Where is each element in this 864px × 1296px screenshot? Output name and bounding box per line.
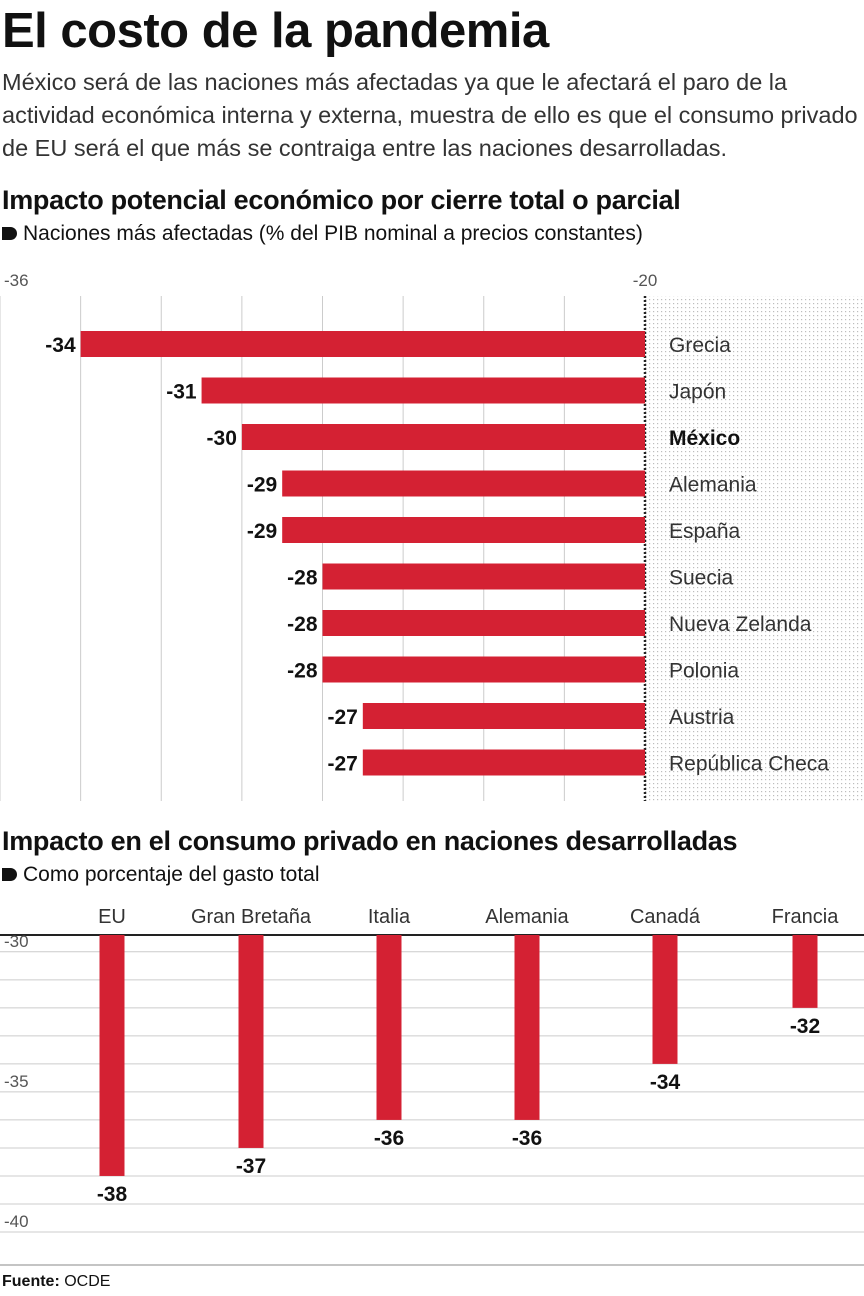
bar	[282, 470, 645, 497]
chart2-vertical-bar: -30 -35 -40 EU -38 Gran Bretaña -37 Italia -36 Al…	[0, 906, 864, 1266]
data-label: -34	[45, 334, 76, 357]
bar	[792, 935, 818, 1008]
category-label: Alemania	[669, 474, 757, 497]
source-value: OCDE	[64, 1273, 111, 1290]
bar	[362, 703, 645, 729]
bar	[241, 424, 645, 450]
category-label: Nueva Zelanda	[669, 613, 812, 636]
bullet-icon	[2, 868, 17, 881]
data-label: -28	[287, 613, 318, 636]
category-label: Alemania	[485, 906, 569, 928]
data-label: -28	[287, 660, 318, 683]
data-label: -31	[166, 381, 197, 404]
category-label: Suecia	[669, 567, 734, 590]
y-tick-label: -40	[4, 1212, 29, 1231]
bar	[376, 935, 402, 1120]
bar	[238, 935, 264, 1148]
data-label: -30	[207, 427, 237, 450]
data-label: -36	[374, 1127, 404, 1150]
category-label: Austria	[669, 706, 735, 729]
source-label: Fuente:	[2, 1273, 60, 1290]
bullet-icon	[2, 227, 17, 240]
chart2-title: Impacto en el consumo privado en nacione…	[2, 826, 738, 856]
chart1-horizontal-bar: -36 -20 -34 Grecia -31 Japón -30 México -29 Alema…	[0, 271, 864, 801]
bar	[652, 935, 678, 1064]
chart1-subtitle: Naciones más afectadas (% del PIB nomina…	[2, 222, 643, 246]
category-label: Francia	[772, 906, 840, 928]
category-label: Italia	[368, 906, 411, 928]
bar	[80, 331, 645, 357]
bar	[322, 656, 645, 683]
data-label: -27	[327, 706, 357, 729]
data-label: -32	[790, 1015, 820, 1038]
data-label: -29	[247, 474, 277, 497]
data-label: -37	[236, 1155, 266, 1178]
data-label: -34	[650, 1071, 681, 1094]
bar	[322, 563, 645, 590]
bar	[362, 749, 645, 776]
data-label: -36	[512, 1127, 542, 1150]
page-subtitle: México será de las naciones más afectada…	[2, 69, 858, 161]
category-label: España	[669, 520, 741, 543]
x-tick-label: -36	[4, 271, 29, 290]
bar	[322, 610, 645, 636]
category-label: EU	[98, 906, 126, 928]
data-label: -29	[247, 520, 277, 543]
category-label: México	[669, 427, 740, 450]
bar	[201, 377, 645, 404]
category-label: Japón	[669, 381, 726, 404]
chart2-subtitle: Como porcentaje del gasto total	[2, 863, 320, 887]
bar	[99, 935, 125, 1176]
data-label: -27	[327, 753, 357, 776]
bar	[282, 517, 645, 543]
category-label: Polonia	[669, 660, 739, 683]
source-note: Fuente: OCDE	[2, 1273, 110, 1291]
x-tick-label: -20	[633, 271, 658, 290]
chart2-subtitle-text: Como porcentaje del gasto total	[23, 863, 320, 886]
category-label: República Checa	[669, 753, 829, 776]
category-label: Gran Bretaña	[191, 906, 312, 928]
chart1-subtitle-text: Naciones más afectadas (% del PIB nomina…	[23, 222, 643, 245]
bar	[514, 935, 540, 1120]
chart1-title: Impacto potencial económico por cierre t…	[2, 185, 681, 215]
y-tick-label: -35	[4, 1072, 29, 1091]
page-title: El costo de la pandemia	[2, 4, 549, 58]
data-label: -38	[97, 1183, 128, 1206]
category-label: Grecia	[669, 334, 731, 357]
data-label: -28	[287, 567, 318, 590]
label-panel-background	[645, 296, 864, 801]
y-tick-label: -30	[4, 932, 29, 951]
category-label: Canadá	[630, 906, 701, 928]
